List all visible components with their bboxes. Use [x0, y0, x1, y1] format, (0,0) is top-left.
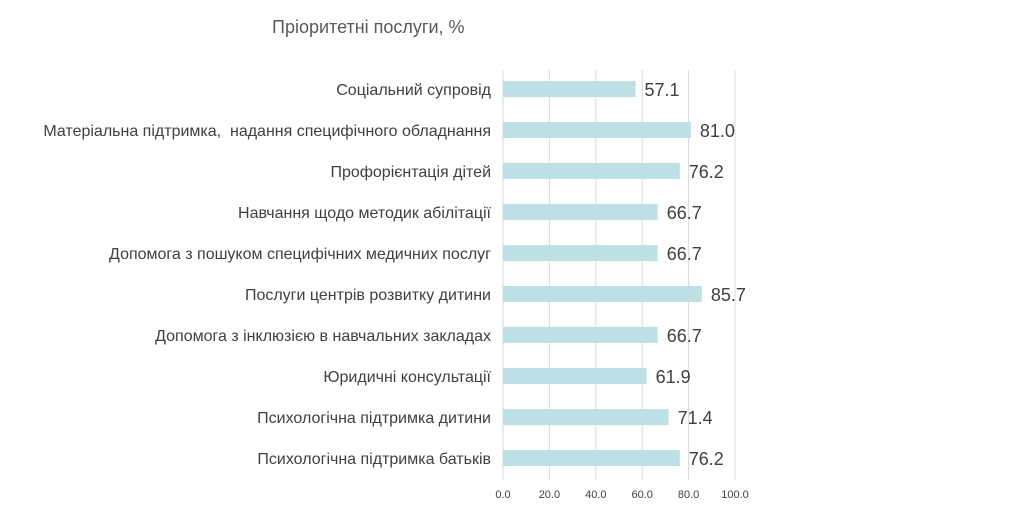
data-label: 66.7	[667, 244, 702, 264]
data-label: 61.9	[656, 367, 691, 387]
bar	[503, 122, 691, 138]
category-label: Допомога з інклюзією в навчальних заклад…	[155, 328, 491, 345]
data-label: 76.2	[689, 162, 724, 182]
category-label: Соціальний супровід	[336, 82, 491, 99]
category-labels: Соціальний супровід Матеріальна підтримка…	[43, 82, 491, 468]
data-label: 76.2	[689, 449, 724, 469]
bar	[503, 245, 658, 261]
category-label: Допомога з пошуком специфічних медичних …	[109, 246, 491, 263]
value-labels: 57.1 81.0 76.2 66.7 66.7 85.7 66.7 61.9 71.4 76.2	[644, 80, 745, 469]
bar	[503, 204, 658, 220]
bars	[503, 81, 702, 466]
x-axis-ticks: 0.0 20.0 40.0 60.0 80.0 100.0	[495, 489, 748, 501]
bar	[503, 409, 669, 425]
category-label: Послуги центрів розвитку дитини	[245, 287, 491, 304]
bar	[503, 163, 680, 179]
data-label: 57.1	[644, 80, 679, 100]
x-tick-label: 80.0	[678, 489, 699, 501]
category-label: Профорієнтація дітей	[330, 164, 491, 181]
bar	[503, 286, 702, 302]
category-label: Навчання щодо методик абілітації	[238, 205, 492, 222]
bar	[503, 327, 658, 343]
x-tick-label: 0.0	[495, 489, 510, 501]
chart-title: Пріоритетні послуги, %	[272, 17, 465, 37]
category-label: Психологічна підтримка дитини	[257, 410, 491, 427]
x-tick-label: 20.0	[539, 489, 560, 501]
data-label: 85.7	[711, 285, 746, 305]
category-label: Юридичні консультації	[323, 369, 491, 386]
data-label: 66.7	[667, 326, 702, 346]
category-label: Психологічна підтримка батьків	[257, 451, 491, 468]
x-tick-label: 60.0	[631, 489, 652, 501]
x-tick-label: 40.0	[585, 489, 606, 501]
data-label: 81.0	[700, 121, 735, 141]
data-label: 71.4	[678, 408, 713, 428]
x-tick-label: 100.0	[721, 489, 749, 501]
bar	[503, 81, 636, 97]
bar	[503, 368, 647, 384]
data-label: 66.7	[667, 203, 702, 223]
bar	[503, 450, 680, 466]
category-label: Матеріальна підтримка, надання специфічн…	[43, 123, 491, 140]
